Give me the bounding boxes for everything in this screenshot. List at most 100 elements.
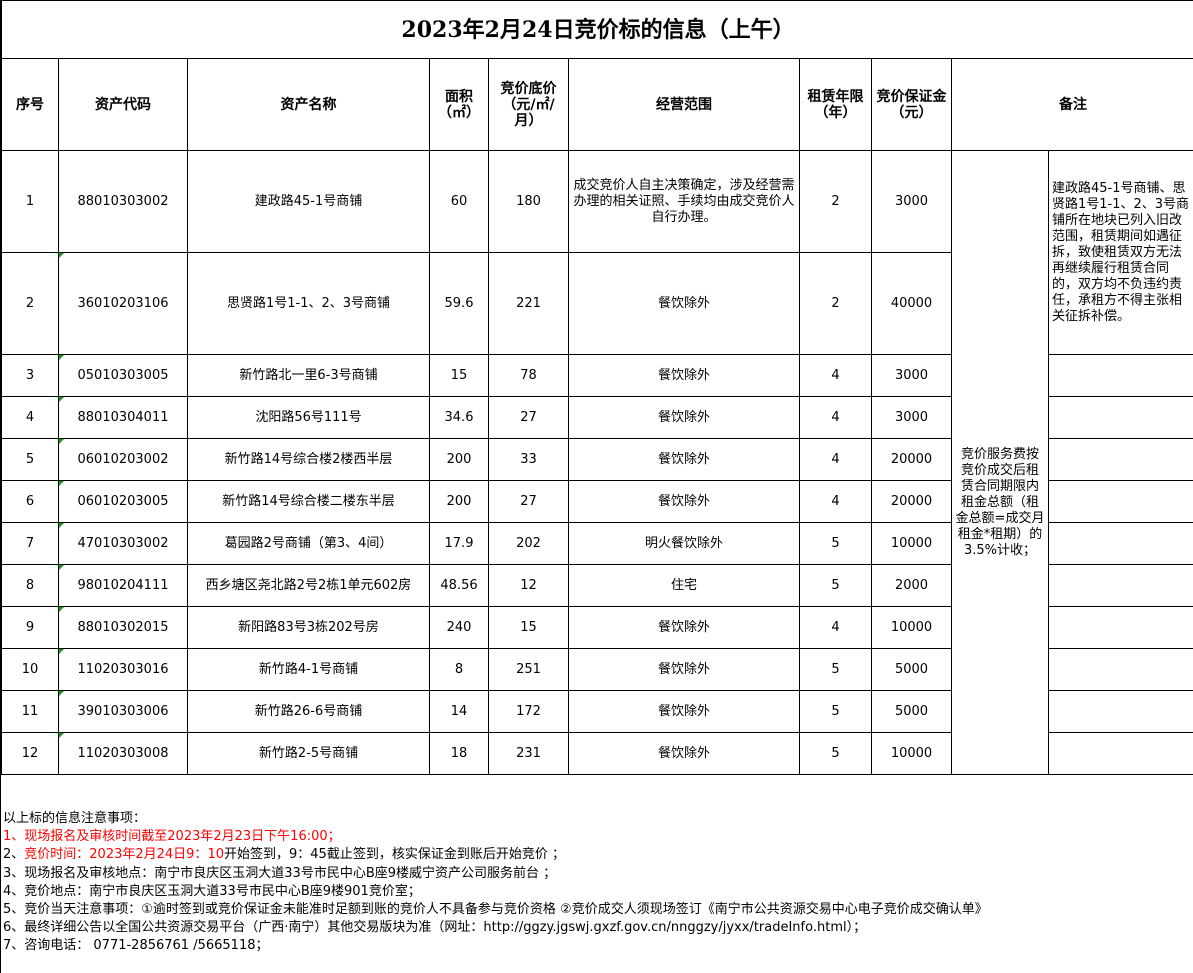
cell-index[interactable]: 12 [1,732,59,775]
cell-asset-code[interactable]: 11020303008 [58,732,188,775]
cell-asset-code[interactable]: 39010303006 [58,690,188,733]
cell-index[interactable]: 4 [1,396,59,439]
cell-remark[interactable] [1048,606,1193,649]
cell-area[interactable]: 17.9 [429,522,489,565]
cell-deposit[interactable]: 5000 [871,648,952,691]
cell-index[interactable]: 11 [1,690,59,733]
cell-asset-name[interactable]: 新竹路26-6号商铺 [187,690,430,733]
cell-area[interactable]: 59.6 [429,252,489,355]
cell-index[interactable]: 9 [1,606,59,649]
cell-deposit[interactable]: 20000 [871,480,952,523]
remark-rows-1-2[interactable]: 建政路45-1号商铺、思贤路1号1-1、2、3号商铺所在地块已列入旧改范围，租赁… [1048,150,1193,355]
cell-index[interactable]: 1 [1,150,59,253]
cell-asset-code[interactable]: 05010303005 [58,354,188,397]
cell-lease-term[interactable]: 5 [799,690,872,733]
cell-area[interactable]: 48.56 [429,564,489,607]
cell-asset-name[interactable]: 新竹路北一里6-3号商铺 [187,354,430,397]
cell-asset-code[interactable]: 06010203005 [58,480,188,523]
cell-remark[interactable] [1048,438,1193,481]
cell-lease-term[interactable]: 5 [799,732,872,775]
cell-area[interactable]: 200 [429,480,489,523]
cell-asset-name[interactable]: 思贤路1号1-1、2、3号商铺 [187,252,430,355]
cell-asset-code[interactable]: 88010304011 [58,396,188,439]
cell-asset-name[interactable]: 新阳路83号3栋202号房 [187,606,430,649]
cell-deposit[interactable]: 5000 [871,690,952,733]
cell-index[interactable]: 5 [1,438,59,481]
cell-asset-name[interactable]: 新竹路14号综合楼2楼西半层 [187,438,430,481]
cell-asset-code[interactable]: 98010204111 [58,564,188,607]
cell-remark[interactable] [1048,354,1193,397]
cell-deposit[interactable]: 3000 [871,354,952,397]
cell-area[interactable]: 60 [429,150,489,253]
cell-remark[interactable] [1048,732,1193,775]
cell-index[interactable]: 7 [1,522,59,565]
cell-asset-code[interactable]: 36010203106 [58,252,188,355]
cell-asset-name[interactable]: 沈阳路56号111号 [187,396,430,439]
cell-business-scope[interactable]: 餐饮除外 [568,480,800,523]
cell-remark[interactable] [1048,396,1193,439]
cell-deposit[interactable]: 2000 [871,564,952,607]
cell-business-scope[interactable]: 餐饮除外 [568,690,800,733]
cell-asset-name[interactable]: 新竹路2-5号商铺 [187,732,430,775]
service-fee-note[interactable]: 竞价服务费按竞价成交后租赁合同期限内租金总额（租金总额=成交月租金*租期）的3.… [951,150,1049,775]
cell-index[interactable]: 8 [1,564,59,607]
cell-deposit[interactable]: 3000 [871,150,952,253]
cell-lease-term[interactable]: 4 [799,354,872,397]
cell-area[interactable]: 8 [429,648,489,691]
cell-remark[interactable] [1048,690,1193,733]
cell-business-scope[interactable]: 餐饮除外 [568,648,800,691]
cell-lease-term[interactable]: 5 [799,648,872,691]
cell-lease-term[interactable]: 5 [799,522,872,565]
cell-business-scope[interactable]: 餐饮除外 [568,732,800,775]
cell-area[interactable]: 14 [429,690,489,733]
cell-business-scope[interactable]: 餐饮除外 [568,606,800,649]
cell-base-price[interactable]: 180 [488,150,569,253]
cell-remark[interactable] [1048,480,1193,523]
cell-area[interactable]: 34.6 [429,396,489,439]
cell-business-scope[interactable]: 餐饮除外 [568,252,800,355]
cell-asset-name[interactable]: 新竹路4-1号商铺 [187,648,430,691]
cell-business-scope[interactable]: 成交竞价人自主决策确定，涉及经营需办理的相关证照、手续均由成交竞价人自行办理。 [568,150,800,253]
cell-base-price[interactable]: 231 [488,732,569,775]
cell-business-scope[interactable]: 住宅 [568,564,800,607]
cell-index[interactable]: 6 [1,480,59,523]
cell-lease-term[interactable]: 5 [799,564,872,607]
cell-business-scope[interactable]: 餐饮除外 [568,396,800,439]
cell-base-price[interactable]: 251 [488,648,569,691]
cell-asset-code[interactable]: 47010303002 [58,522,188,565]
cell-area[interactable]: 240 [429,606,489,649]
cell-deposit[interactable]: 20000 [871,438,952,481]
cell-base-price[interactable]: 12 [488,564,569,607]
cell-base-price[interactable]: 27 [488,480,569,523]
cell-asset-code[interactable]: 11020303016 [58,648,188,691]
cell-asset-name[interactable]: 建政路45-1号商铺 [187,150,430,253]
cell-lease-term[interactable]: 2 [799,150,872,253]
cell-lease-term[interactable]: 4 [799,606,872,649]
cell-deposit[interactable]: 10000 [871,732,952,775]
cell-base-price[interactable]: 172 [488,690,569,733]
cell-deposit[interactable]: 40000 [871,252,952,355]
cell-asset-code[interactable]: 88010302015 [58,606,188,649]
cell-base-price[interactable]: 78 [488,354,569,397]
cell-base-price[interactable]: 27 [488,396,569,439]
cell-deposit[interactable]: 3000 [871,396,952,439]
cell-lease-term[interactable]: 4 [799,480,872,523]
cell-lease-term[interactable]: 4 [799,438,872,481]
cell-index[interactable]: 2 [1,252,59,355]
cell-base-price[interactable]: 33 [488,438,569,481]
cell-index[interactable]: 10 [1,648,59,691]
cell-remark[interactable] [1048,522,1193,565]
cell-area[interactable]: 15 [429,354,489,397]
cell-index[interactable]: 3 [1,354,59,397]
cell-business-scope[interactable]: 餐饮除外 [568,354,800,397]
cell-asset-code[interactable]: 06010203002 [58,438,188,481]
cell-area[interactable]: 18 [429,732,489,775]
cell-base-price[interactable]: 202 [488,522,569,565]
cell-asset-name[interactable]: 西乡塘区尧北路2号2栋1单元602房 [187,564,430,607]
cell-asset-code[interactable]: 88010303002 [58,150,188,253]
cell-business-scope[interactable]: 明火餐饮除外 [568,522,800,565]
cell-deposit[interactable]: 10000 [871,606,952,649]
cell-remark[interactable] [1048,648,1193,691]
cell-base-price[interactable]: 15 [488,606,569,649]
cell-deposit[interactable]: 10000 [871,522,952,565]
